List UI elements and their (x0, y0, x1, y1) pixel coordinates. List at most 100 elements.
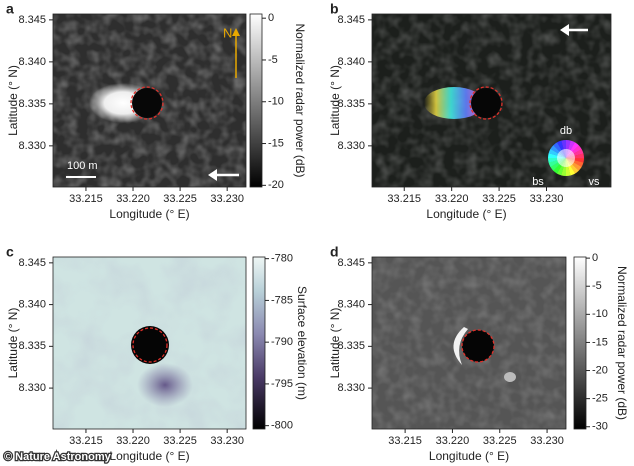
crater-rim (130, 86, 164, 120)
annotation: bs (532, 176, 544, 188)
panel: d 33.215 33.220 33.225 33.230 8.345 8.340 8.335… (328, 244, 629, 463)
colorbar-tick-label: 0 (268, 12, 274, 24)
color-wheel-center (557, 149, 575, 167)
panel-letter: d (330, 244, 339, 260)
colorbar-tick-label: -15 (592, 336, 608, 348)
annotation: N (223, 25, 232, 40)
y-tick-label: 8.345 (337, 257, 365, 269)
y-tick-label: 8.335 (337, 340, 365, 352)
colorbar-tick-label: -785 (271, 294, 293, 306)
look-arrow-head (560, 24, 569, 36)
image: db bs vs (372, 14, 611, 188)
panel-letter: c (6, 244, 14, 260)
y-tick-label: 8.330 (337, 382, 365, 394)
x-axis-label: Longitude (° E) (109, 449, 189, 463)
y-tick-label: 8.335 (18, 98, 46, 110)
plot-frame (52, 13, 247, 188)
x-tick-label: 33.230 (530, 435, 564, 447)
colorbar-tick-label: -20 (592, 364, 608, 376)
y-axis-label: Latitude (° N) (6, 65, 20, 136)
x-tick-label: 33.215 (387, 193, 421, 205)
colorbar (252, 256, 266, 430)
colorbar-tick-label: -790 (271, 336, 293, 348)
low-region (137, 363, 193, 407)
crater (462, 330, 494, 362)
x-tick-label: 33.230 (210, 435, 244, 447)
x-tick-label: 33.230 (210, 193, 244, 205)
colorbar-tick-label: -800 (271, 420, 293, 432)
colorbar-tick-label: -780 (271, 253, 293, 265)
y-tick-label: 8.340 (18, 56, 46, 68)
crater (132, 88, 162, 118)
image (53, 257, 246, 429)
colorbar-tick-label: -10 (268, 96, 284, 108)
image (372, 257, 566, 429)
y-tick-label: 8.330 (18, 382, 46, 394)
colorbar-tick-label: -15 (268, 137, 284, 149)
y-axis-label: Latitude (° N) (328, 65, 342, 136)
panel-letter: b (330, 1, 339, 17)
x-axis-label: Longitude (° E) (426, 207, 506, 221)
crater-rim (461, 329, 495, 363)
y-tick-label: 8.345 (18, 257, 46, 269)
plot-frame (52, 256, 247, 430)
crater-rim (469, 86, 503, 120)
x-tick-label: 33.225 (482, 193, 516, 205)
annotation: db (560, 125, 572, 137)
panel-letter: a (6, 1, 14, 17)
y-tick-label: 8.345 (18, 14, 46, 26)
colorbar-label: Surface elevation (m) (295, 286, 309, 400)
plot-frame (371, 13, 612, 188)
y-tick-label: 8.335 (337, 98, 365, 110)
y-axis-label: Latitude (° N) (6, 308, 20, 379)
colorbar-label: Normalized radar power (dB) (293, 23, 307, 177)
x-tick-label: 33.220 (435, 193, 469, 205)
x-tick-label: 33.225 (163, 435, 197, 447)
colorbar-tick-label: -20 (268, 179, 284, 191)
credit: © Nature Astronomy (4, 451, 112, 463)
y-tick-label: 8.345 (337, 14, 365, 26)
colorbar-label: Normalized radar power (dB) (615, 266, 629, 420)
crater (131, 326, 169, 364)
image: N 100 m (53, 14, 246, 187)
colorbar-tick-label: -5 (268, 54, 278, 66)
y-tick-label: 8.340 (18, 298, 46, 310)
y-tick-label: 8.340 (337, 56, 365, 68)
y-tick-label: 8.330 (18, 140, 46, 152)
panel: b db bs vs 33.215 33.220 33.225 33.230 8.345 8.34… (328, 1, 612, 221)
colorbar (249, 13, 263, 188)
colorbar-tick-label: -5 (592, 280, 602, 292)
x-tick-label: 33.230 (530, 193, 564, 205)
x-tick-label: 33.215 (388, 435, 422, 447)
bright-spot (504, 372, 516, 382)
x-tick-label: 33.220 (116, 435, 150, 447)
x-axis-label: Longitude (° E) (109, 207, 189, 221)
x-tick-label: 33.225 (483, 435, 517, 447)
colorbar-tick-label: -10 (592, 308, 608, 320)
y-axis-label: Latitude (° N) (328, 308, 342, 379)
y-tick-label: 8.340 (337, 298, 365, 310)
x-tick-label: 33.225 (163, 193, 197, 205)
y-tick-label: 8.330 (337, 140, 365, 152)
panel: a N 100 m 33.215 33.220 33.225 33.230 8.345 8.34… (6, 1, 307, 221)
x-axis-label: Longitude (° E) (429, 449, 509, 463)
colorbar-tick-label: -25 (592, 393, 608, 405)
x-tick-label: 33.215 (69, 435, 103, 447)
crater-rim (132, 327, 168, 363)
colorbar (573, 256, 587, 430)
y-tick-label: 8.335 (18, 340, 46, 352)
north-arrow-head (232, 28, 240, 36)
plot-frame (371, 256, 567, 430)
bright-lobe (424, 87, 484, 119)
annotation: vs (589, 176, 601, 188)
panel: c 33.215 33.220 33.225 33.230 8.345 8.340 8.335… (6, 244, 309, 463)
colorbar-tick-label: -30 (592, 421, 608, 433)
x-tick-label: 33.215 (69, 193, 103, 205)
crater (471, 88, 501, 118)
look-arrow-head (208, 169, 217, 181)
colorbar-tick-label: -795 (271, 378, 293, 390)
colorbar-tick-label: 0 (592, 252, 598, 264)
x-tick-label: 33.220 (116, 193, 150, 205)
x-tick-label: 33.220 (436, 435, 470, 447)
